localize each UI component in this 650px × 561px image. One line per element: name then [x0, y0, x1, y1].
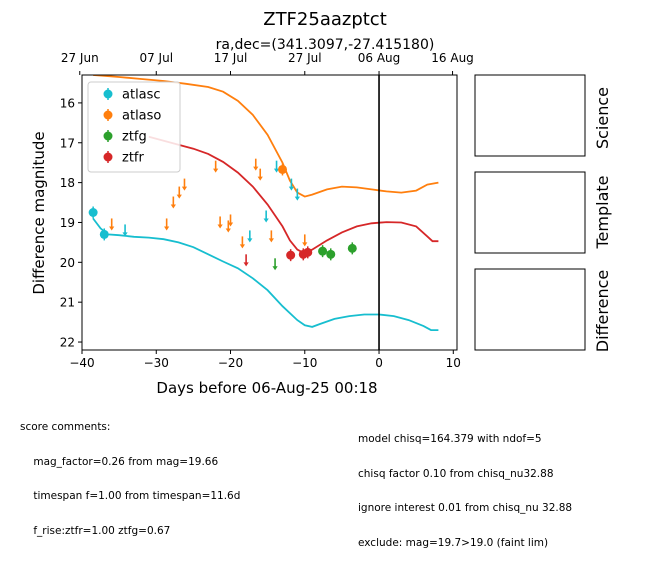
atlasc-upper-limit-arrowhead — [288, 186, 295, 191]
ztfr-detection-point — [286, 250, 296, 260]
atlaso-upper-limit-arrowhead — [253, 166, 259, 171]
model-comments: model chisq=164.379 with ndof=5 chisq fa… — [358, 411, 572, 561]
model-comment-line: model chisq=164.379 with ndof=5 — [358, 433, 542, 445]
y-tick-label: 17 — [60, 136, 75, 150]
chart-subtitle: ra,dec=(341.3097,-27.415180) — [216, 37, 435, 53]
atlasc-upper-limit-arrowhead — [263, 218, 269, 223]
ztfr-detection-point — [303, 247, 313, 257]
plot-frame — [81, 74, 458, 351]
atlaso-upper-limit-arrowhead — [268, 238, 274, 243]
score-comment-line: timespan f=1.00 from timespan=11.6d — [20, 490, 241, 502]
difference-panel-label: Difference — [593, 270, 612, 352]
top-tick-label: 06 Aug — [358, 51, 401, 65]
lightcurve-chart: ZTF25aazptct ra,dec=(341.3097,-27.415180… — [30, 9, 612, 397]
template-panel-label: Template — [593, 175, 612, 249]
atlaso-upper-limit-arrowhead — [225, 228, 231, 233]
template-image-panel — [474, 171, 586, 254]
ztfr-model-curve — [148, 135, 439, 255]
atlasc-detection-point — [99, 229, 109, 239]
atlaso-upper-limit-arrowhead — [227, 222, 234, 227]
difference-image-panel — [474, 268, 586, 351]
legend-label-atlaso: atlaso — [122, 109, 161, 124]
top-tick-label: 07 Jul — [139, 51, 173, 65]
plot-layer: −40 −30 −20 −10 0 10 16 17 18 19 20 21 22 27 Jun 07 Ju… — [60, 51, 474, 370]
legend-label-ztfg: ztfg — [122, 130, 147, 145]
x-tick-label: −30 — [144, 356, 169, 370]
top-tick-label: 27 Jun — [61, 51, 99, 65]
legend-marker-ztfr — [103, 152, 113, 162]
x-axis-label: Days before 06-Aug-25 00:18 — [156, 379, 377, 397]
y-tick-label: 21 — [60, 296, 75, 310]
ztfg-detection-point — [347, 243, 357, 253]
atlaso-upper-limit-arrowhead — [176, 194, 182, 199]
score-comment-line: f_rise:ztfr=1.00 ztfg=0.67 — [20, 524, 171, 537]
atlasc-model-curve — [92, 217, 439, 331]
y-tick-label: 20 — [60, 256, 75, 270]
y-tick-label: 16 — [60, 96, 75, 110]
score-comment-line: score comments: — [20, 421, 111, 433]
ztfg-upper-limit-arrowhead — [272, 266, 278, 271]
top-tick-label: 27 Jul — [288, 51, 322, 65]
atlaso-model-curve — [93, 75, 439, 198]
atlasc-upper-limit-arrowhead — [122, 232, 128, 237]
ztfr-upper-limit-arrowhead — [243, 262, 249, 267]
legend-marker-atlaso — [103, 110, 113, 120]
atlaso-upper-limit-arrowhead — [213, 168, 219, 173]
x-tick-label: 0 — [375, 356, 383, 370]
atlaso-upper-limit-arrowhead — [170, 204, 176, 209]
ztfg-detection-point — [318, 246, 328, 256]
atlaso-upper-limit-arrowhead — [164, 226, 170, 231]
legend-label-ztfr: ztfr — [122, 151, 144, 166]
score-comments: score comments: mag_factor=0.26 from mag… — [20, 399, 240, 549]
top-tick-label: 17 Jul — [214, 51, 248, 65]
ztfg-detection-point — [326, 249, 336, 259]
model-comment-line: ignore interest 0.01 from chisq_nu 32.88 — [358, 502, 573, 514]
atlasc-upper-limit-arrowhead — [294, 196, 300, 201]
y-axis-label: Difference magnitude — [30, 131, 48, 294]
x-tick-label: −10 — [292, 356, 317, 370]
atlaso-upper-limit-arrowhead — [181, 186, 188, 191]
legend-marker-atlasc — [103, 89, 113, 99]
model-comment-line: exclude: mag=19.7>19.0 (faint lim) — [358, 536, 549, 549]
science-panel-label: Science — [593, 87, 612, 149]
x-tick-label: −40 — [69, 356, 94, 370]
y-tick-label: 19 — [60, 216, 75, 230]
atlasc-detection-point — [88, 208, 98, 217]
legend-box — [87, 81, 181, 173]
atlaso-upper-limit-arrowhead — [302, 242, 308, 247]
x-tick-label: 10 — [446, 356, 461, 370]
chart-title: ZTF25aazptct — [263, 9, 387, 30]
y-tick-label: 22 — [60, 336, 75, 350]
legend-label-atlasc: atlasc — [122, 88, 161, 103]
top-tick-label: 16 Aug — [431, 51, 474, 65]
atlaso-upper-limit-arrowhead — [257, 176, 263, 181]
legend-marker-ztfg — [103, 131, 113, 141]
score-comment-line: mag_factor=0.26 from mag=19.66 — [20, 455, 219, 468]
atlasc-upper-limit-arrowhead — [273, 168, 280, 173]
x-tick-label: −20 — [218, 356, 243, 370]
atlaso-upper-limit-arrowhead — [217, 224, 223, 229]
science-image-panel — [474, 74, 586, 157]
atlaso-detection-point — [277, 164, 287, 174]
atlaso-upper-limit-arrowhead — [239, 244, 245, 249]
atlaso-upper-limit-arrowhead — [109, 226, 115, 231]
atlasc-upper-limit-arrowhead — [247, 238, 253, 243]
y-tick-label: 18 — [60, 176, 75, 190]
model-comment-line: chisq factor 0.10 from chisq_nu32.88 — [358, 467, 554, 480]
